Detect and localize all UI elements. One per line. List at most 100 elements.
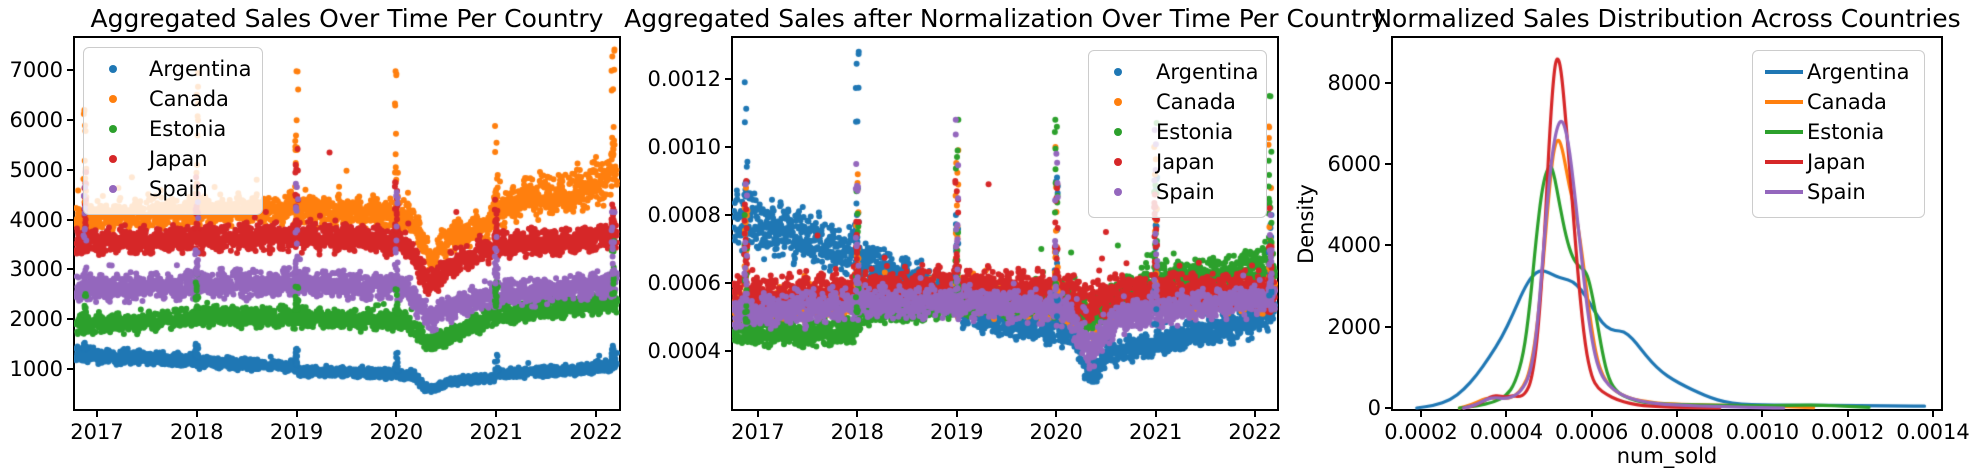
legend: Argentina Canada Estonia Japan Spain xyxy=(1088,50,1267,218)
x-tick-label: 2018 xyxy=(170,420,224,444)
y-tick xyxy=(67,168,74,171)
japan-dot-marker-icon xyxy=(1114,158,1122,166)
y-tick-label: 0.0004 xyxy=(647,339,721,364)
y-tick-label: 6000 xyxy=(9,108,63,133)
legend-item-estonia: Estonia xyxy=(84,114,262,144)
x-tick-label: 2022 xyxy=(569,420,623,444)
legend-label: Estonia xyxy=(1807,120,1885,144)
y-tick-label: 8000 xyxy=(1327,70,1381,95)
x-tick xyxy=(1420,410,1422,417)
plot-title: Aggregated Sales Over Time Per Country xyxy=(90,4,604,33)
y-tick-label: 3000 xyxy=(9,257,63,282)
x-tick xyxy=(1590,410,1593,417)
x-tick xyxy=(1761,410,1764,417)
x-tick xyxy=(1254,410,1257,417)
y-tick xyxy=(1385,244,1392,247)
x-tick xyxy=(295,410,298,417)
y-tick xyxy=(67,268,74,271)
x-tick-label: 2020 xyxy=(1029,420,1083,444)
legend-item-spain: Spain xyxy=(84,174,262,204)
x-tick xyxy=(955,410,958,417)
x-tick-label: 0.0008 xyxy=(1640,420,1714,444)
legend-item-argentina: Argentina xyxy=(1753,57,1924,87)
x-tick-label: 2019 xyxy=(269,420,324,444)
legend-label: Canada xyxy=(149,87,229,111)
legend-item-argentina: Argentina xyxy=(84,54,262,84)
legend-item-estonia: Estonia xyxy=(1753,117,1924,147)
y-tick-label: 6000 xyxy=(1327,152,1381,177)
legend-label: Argentina xyxy=(149,57,252,81)
japan-dot-marker-icon xyxy=(109,155,117,163)
x-tick xyxy=(1505,410,1508,417)
y-tick-label: 2000 xyxy=(1327,314,1381,339)
estonia-dot-marker-icon xyxy=(109,125,117,133)
legend-label: Spain xyxy=(149,177,208,201)
x-tick xyxy=(1055,410,1058,417)
x-tick xyxy=(95,410,98,417)
estonia-line-marker-icon xyxy=(1765,130,1803,134)
x-tick xyxy=(195,410,198,417)
legend-item-canada: Canada xyxy=(1753,87,1924,117)
x-tick xyxy=(1154,410,1157,417)
x-tick-label: 2021 xyxy=(1128,420,1183,444)
legend-item-japan: Japan xyxy=(1753,147,1924,177)
legend-item-japan: Japan xyxy=(84,144,262,174)
legend: Argentina Canada Estonia Japan Spain xyxy=(1752,50,1925,218)
argentina-line-marker-icon xyxy=(1765,70,1803,74)
y-tick-label: 4000 xyxy=(9,207,63,232)
y-tick xyxy=(725,282,732,285)
legend-item-argentina: Argentina xyxy=(1089,57,1266,87)
y-tick xyxy=(67,69,74,72)
plot-title: Normalized Sales Distribution Across Cou… xyxy=(1373,4,1961,33)
legend-label: Argentina xyxy=(1156,60,1259,84)
canada-dot-marker-icon xyxy=(1114,98,1122,106)
x-tick-label: 2022 xyxy=(1228,420,1282,444)
x-tick xyxy=(1676,410,1679,417)
estonia-dot-marker-icon xyxy=(1114,128,1122,136)
y-axis-label: Density xyxy=(1294,183,1318,264)
legend-item-spain: Spain xyxy=(1753,177,1924,207)
legend-label: Japan xyxy=(149,147,208,171)
y-tick-label: 0.0012 xyxy=(647,66,721,91)
legend-item-canada: Canada xyxy=(1089,87,1266,117)
y-tick xyxy=(67,119,74,122)
x-tick xyxy=(1932,410,1935,417)
legend-label: Spain xyxy=(1156,180,1215,204)
legend-item-estonia: Estonia xyxy=(1089,117,1266,147)
legend: Argentina Canada Estonia Japan Spain xyxy=(83,47,263,215)
y-tick-label: 5000 xyxy=(9,157,63,182)
y-tick xyxy=(1385,407,1392,409)
legend-label: Canada xyxy=(1156,90,1236,114)
legend-item-japan: Japan xyxy=(1089,147,1266,177)
x-tick xyxy=(756,410,759,417)
spain-dot-marker-icon xyxy=(1114,188,1122,196)
x-tick-label: 2018 xyxy=(830,420,885,444)
y-tick-label: 2000 xyxy=(9,306,63,331)
y-tick-label: 0.0006 xyxy=(647,271,721,296)
x-tick-label: 0.0014 xyxy=(1896,420,1970,444)
legend-label: Canada xyxy=(1807,90,1887,114)
y-tick-label: 7000 xyxy=(9,58,63,83)
y-tick xyxy=(1385,325,1392,328)
y-tick-label: 1000 xyxy=(9,356,63,381)
canada-line-marker-icon xyxy=(1765,100,1803,104)
y-tick xyxy=(725,145,732,148)
y-tick-label: 4000 xyxy=(1327,233,1381,258)
y-tick xyxy=(1385,163,1392,166)
x-tick xyxy=(495,410,498,417)
x-tick-label: 2020 xyxy=(369,420,424,444)
legend-label: Japan xyxy=(1807,150,1866,174)
argentina-dot-marker-icon xyxy=(109,65,117,73)
legend-label: Estonia xyxy=(149,117,227,141)
x-tick-label: 2017 xyxy=(731,420,785,444)
y-tick xyxy=(725,77,732,80)
y-tick-label: 0.0008 xyxy=(647,202,721,227)
x-tick-label: 0.0002 xyxy=(1384,420,1458,444)
spain-dot-marker-icon xyxy=(109,185,117,193)
x-tick-label: 2017 xyxy=(70,420,124,444)
x-tick xyxy=(856,410,859,417)
legend-label: Estonia xyxy=(1156,120,1234,144)
x-tick-label: 0.0004 xyxy=(1469,420,1544,444)
y-tick xyxy=(67,218,74,221)
